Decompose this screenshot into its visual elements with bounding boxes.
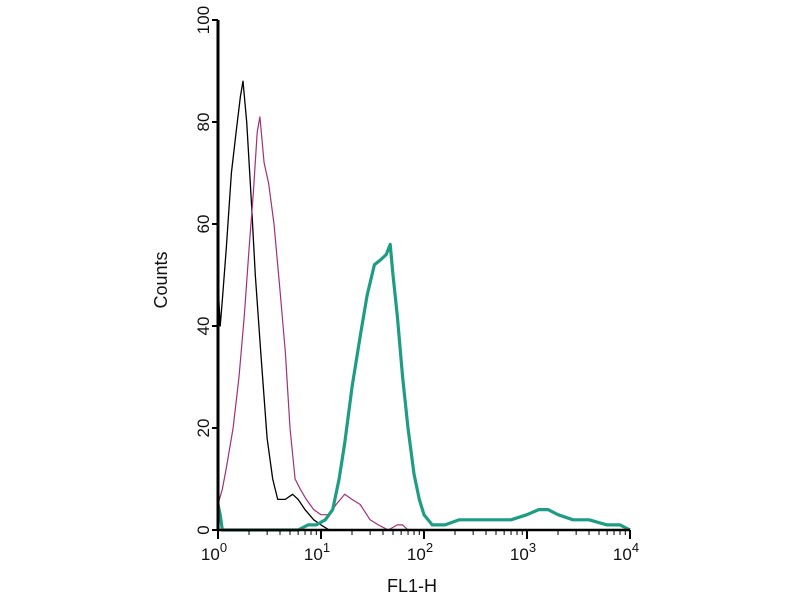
plot-area bbox=[216, 80, 631, 532]
x-axis-label: FL1-H bbox=[387, 576, 437, 596]
x-tick-exponent: 4 bbox=[632, 540, 639, 555]
x-tick-label: 102 bbox=[407, 540, 433, 564]
y-tick-label: 100 bbox=[194, 6, 213, 34]
y-axis-label: Counts bbox=[151, 251, 171, 308]
y-tick-label: 60 bbox=[194, 215, 213, 234]
x-tick-exponent: 2 bbox=[426, 540, 433, 555]
x-tick-base: 10 bbox=[613, 545, 632, 564]
axes bbox=[212, 19, 631, 539]
y-tick-label: 40 bbox=[194, 317, 213, 336]
x-tick-label: 101 bbox=[304, 540, 330, 564]
x-tick-exponent: 3 bbox=[529, 540, 536, 555]
x-tick-exponent: 1 bbox=[323, 540, 330, 555]
x-tick-exponent: 0 bbox=[220, 540, 227, 555]
y-tick-label: 0 bbox=[194, 525, 213, 534]
x-tick-base: 10 bbox=[510, 545, 529, 564]
x-tick-base: 10 bbox=[201, 545, 220, 564]
series-line-2 bbox=[217, 116, 630, 531]
x-tick-base: 10 bbox=[407, 545, 426, 564]
y-tick-label: 80 bbox=[194, 113, 213, 132]
x-tick-label: 103 bbox=[510, 540, 536, 564]
x-tick-label: 100 bbox=[201, 540, 227, 564]
x-tick-base: 10 bbox=[304, 545, 323, 564]
x-tick-label: 104 bbox=[613, 540, 639, 564]
y-tick-label: 20 bbox=[194, 419, 213, 438]
series-line-3 bbox=[216, 242, 631, 532]
series-line-1 bbox=[217, 80, 337, 531]
